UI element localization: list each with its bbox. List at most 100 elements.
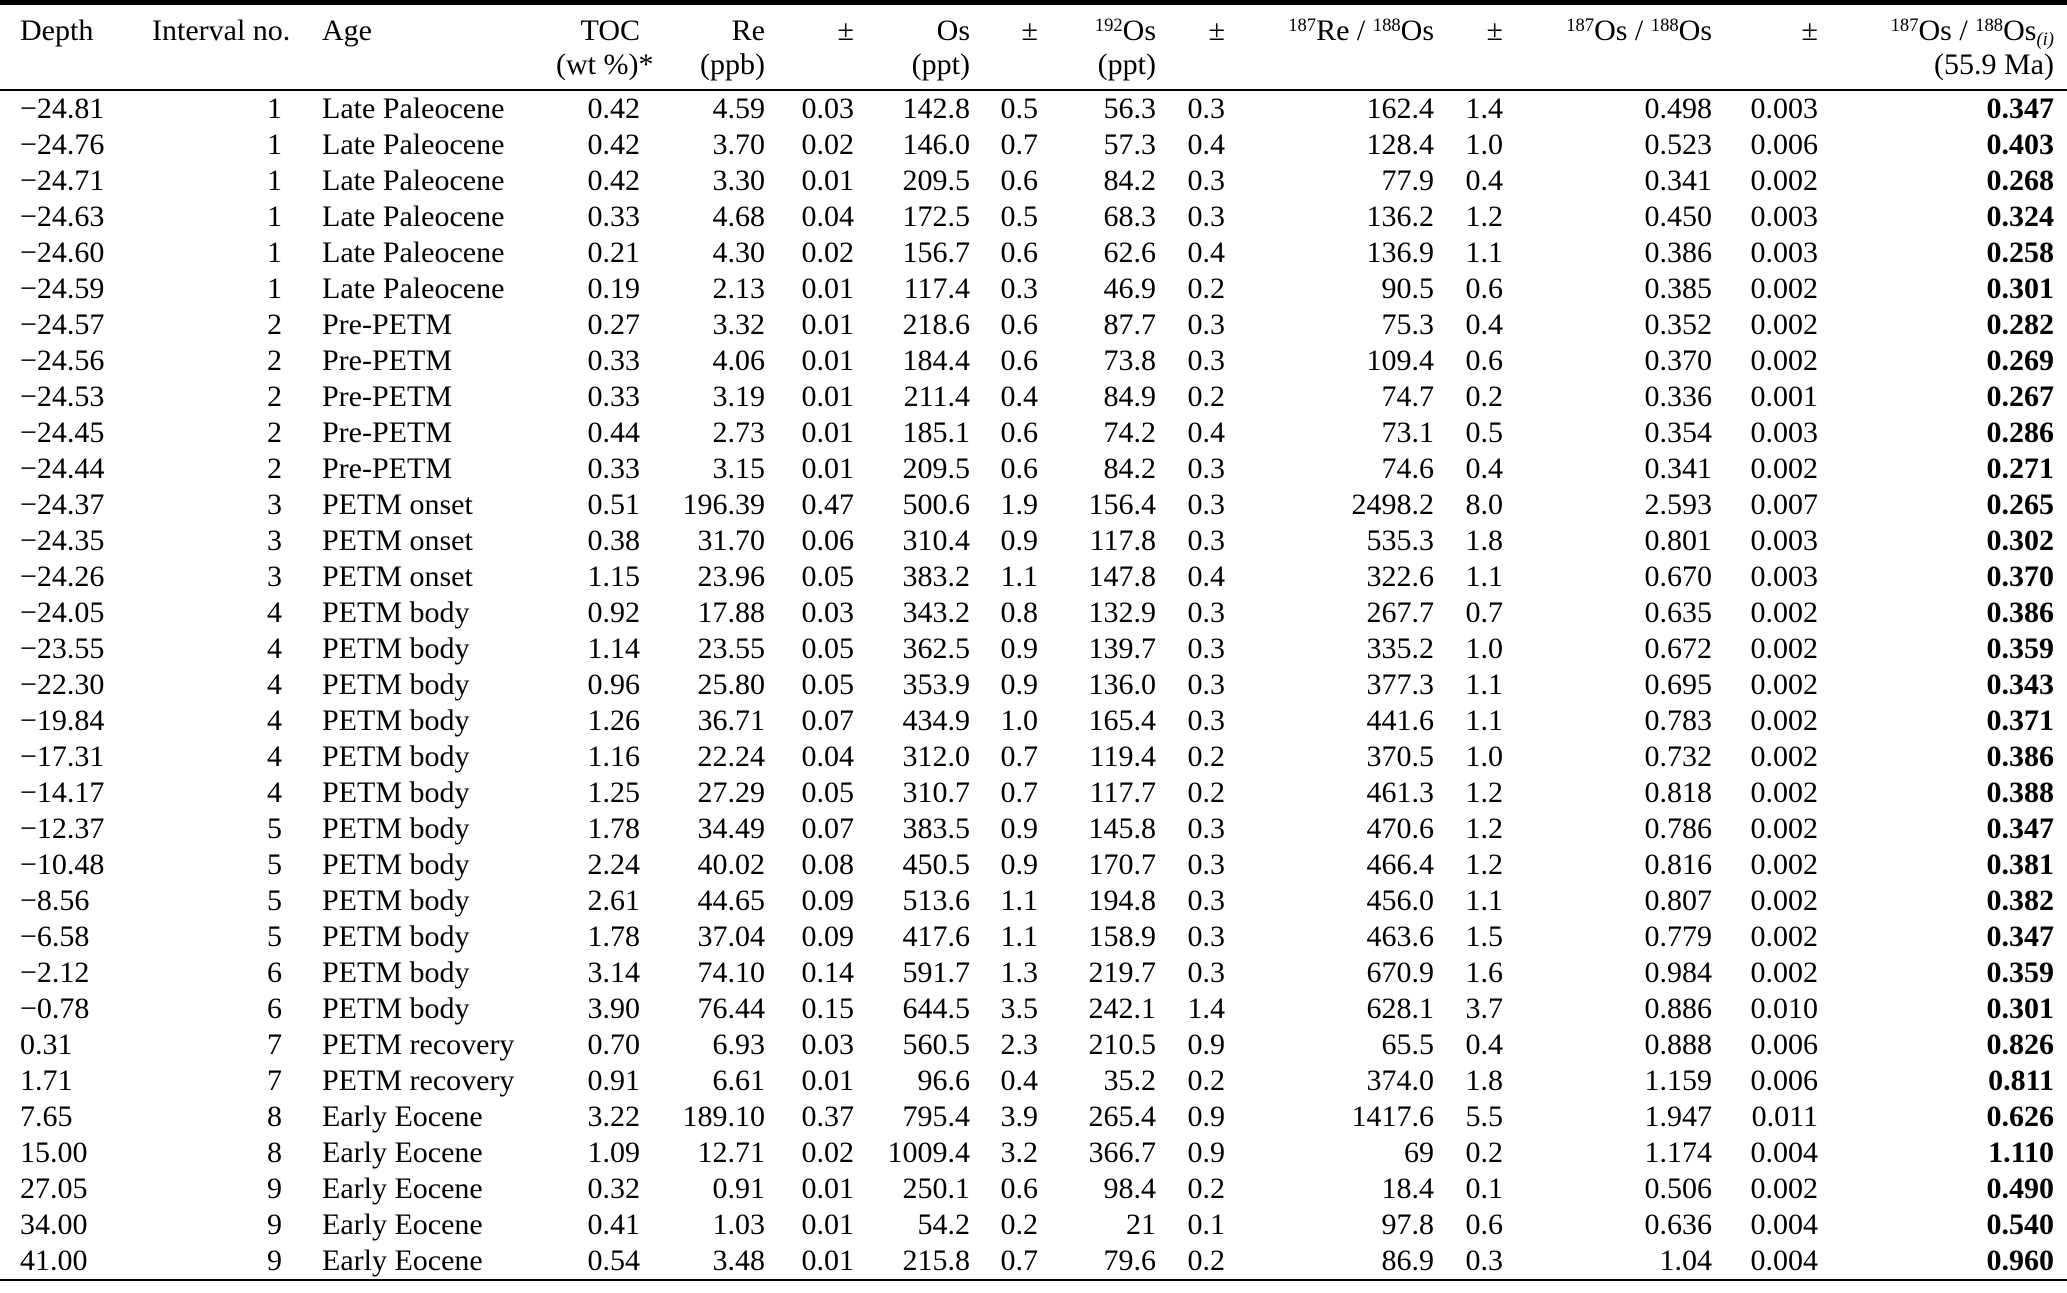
cell-os187-uncertainty: 0.003 xyxy=(1750,92,1819,125)
cell-re-ppb: 34.49 xyxy=(697,812,766,845)
cell-toc: 0.42 xyxy=(587,128,641,161)
cell-os192-uncertainty: 0.1 xyxy=(1187,1208,1226,1241)
cell-re187-os188: 670.9 xyxy=(1366,956,1435,989)
table-row: −8.56 5 PETM body 2.61 44.65 0.09 513.6 1.1 194.… xyxy=(0,883,2067,919)
cell-re-ppb: 2.13 xyxy=(712,272,766,305)
cell-os192-uncertainty: 0.3 xyxy=(1187,452,1226,485)
cell-age: PETM body xyxy=(322,848,470,881)
cell-re-uncertainty: 0.06 xyxy=(801,524,855,557)
cell-os187-os188: 0.341 xyxy=(1644,164,1713,197)
cell-os187-uncertainty: 0.003 xyxy=(1750,416,1819,449)
cell-os-ppt: 215.8 xyxy=(902,1244,971,1277)
cell-re-ppb: 22.24 xyxy=(697,740,766,773)
cell-interval-no: 3 xyxy=(267,524,282,557)
cell-os187-os188: 0.523 xyxy=(1644,128,1713,161)
cell-os192-ppt: 117.7 xyxy=(1089,776,1156,809)
cell-os187-os188: 0.801 xyxy=(1644,524,1713,557)
cell-os-ppt: 417.6 xyxy=(902,920,971,953)
cell-os187-os188-initial: 0.359 xyxy=(1986,632,2055,665)
table-row: 41.00 9 Early Eocene 0.54 3.48 0.01 215.8 0.7 79… xyxy=(0,1243,2067,1280)
table-row: −24.63 1 Late Paleocene 0.33 4.68 0.04 172.5 0.… xyxy=(0,199,2067,235)
cell-toc: 0.91 xyxy=(587,1064,641,1097)
cell-re187-uncertainty: 0.5 xyxy=(1465,416,1504,449)
cell-depth: −24.56 xyxy=(20,344,105,377)
cell-os192-ppt: 79.6 xyxy=(1103,1244,1157,1277)
cell-os-uncertainty: 1.3 xyxy=(1000,956,1039,989)
cell-toc: 0.32 xyxy=(587,1172,641,1205)
cell-os187-uncertainty: 0.002 xyxy=(1750,344,1819,377)
cell-os-uncertainty: 0.4 xyxy=(1000,1064,1039,1097)
table-body: −24.81 1 Late Paleocene 0.42 4.59 0.03 142.8 0.… xyxy=(0,90,2067,1280)
cell-toc: 3.14 xyxy=(587,956,641,989)
cell-depth: −24.35 xyxy=(20,524,105,557)
cell-interval-no: 1 xyxy=(267,128,282,161)
header-row-2: (wt %)* (ppb) (ppt) (ppt) (55.9 Ma) xyxy=(0,48,2067,90)
cell-os192-uncertainty: 1.4 xyxy=(1187,992,1226,1025)
cell-os187-os188-initial: 0.271 xyxy=(1986,452,2055,485)
cell-re-ppb: 3.15 xyxy=(712,452,766,485)
cell-age: Late Paleocene xyxy=(322,200,505,233)
cell-toc: 1.14 xyxy=(587,632,641,665)
cell-interval-no: 2 xyxy=(267,380,282,413)
cell-toc: 0.21 xyxy=(587,236,641,269)
cell-os192-uncertainty: 0.4 xyxy=(1187,128,1226,161)
cell-os-ppt: 156.7 xyxy=(902,236,971,269)
cell-os-uncertainty: 0.9 xyxy=(1000,668,1039,701)
cell-re-uncertainty: 0.03 xyxy=(801,1028,855,1061)
cell-os187-os188: 0.635 xyxy=(1644,596,1713,629)
col-header-os-ppt: Os xyxy=(936,14,970,47)
cell-os-ppt: 795.4 xyxy=(902,1100,971,1133)
cell-depth: 34.00 xyxy=(20,1208,88,1241)
cell-toc: 2.24 xyxy=(587,848,641,881)
cell-age: Late Paleocene xyxy=(322,236,505,269)
cell-interval-no: 6 xyxy=(267,956,282,989)
cell-toc: 0.27 xyxy=(587,308,641,341)
cell-os192-ppt: 139.7 xyxy=(1088,632,1157,665)
cell-os187-os188-initial: 0.267 xyxy=(1986,380,2055,413)
cell-os-ppt: 209.5 xyxy=(902,164,971,197)
cell-os-ppt: 450.5 xyxy=(902,848,971,881)
cell-toc: 1.26 xyxy=(587,704,641,737)
cell-os187-os188: 0.786 xyxy=(1644,812,1713,845)
cell-os192-uncertainty: 0.2 xyxy=(1187,1064,1226,1097)
cell-os187-os188-initial: 0.347 xyxy=(1986,920,2055,953)
cell-os192-ppt: 84.2 xyxy=(1103,452,1157,485)
cell-depth: −24.37 xyxy=(20,488,105,521)
cell-os192-uncertainty: 0.3 xyxy=(1187,812,1226,845)
cell-os187-uncertainty: 0.001 xyxy=(1750,380,1819,413)
cell-interval-no: 2 xyxy=(267,416,282,449)
cell-depth: −24.05 xyxy=(20,596,105,629)
cell-os187-uncertainty: 0.006 xyxy=(1750,128,1819,161)
cell-age: Late Paleocene xyxy=(322,128,505,161)
cell-re187-uncertainty: 0.4 xyxy=(1465,1028,1504,1061)
cell-age: Early Eocene xyxy=(322,1172,483,1205)
cell-os187-os188: 0.732 xyxy=(1644,740,1713,773)
cell-os-ppt: 1009.4 xyxy=(887,1136,971,1169)
cell-os192-uncertainty: 0.3 xyxy=(1187,308,1226,341)
cell-os192-uncertainty: 0.3 xyxy=(1187,200,1226,233)
cell-age: PETM body xyxy=(322,812,470,845)
cell-os192-uncertainty: 0.4 xyxy=(1187,560,1226,593)
table-row: −24.81 1 Late Paleocene 0.42 4.59 0.03 142.8 0.… xyxy=(0,90,2067,127)
cell-os192-uncertainty: 0.3 xyxy=(1187,884,1226,917)
cell-interval-no: 1 xyxy=(267,164,282,197)
cell-re-ppb: 4.68 xyxy=(712,200,766,233)
cell-os-ppt: 591.7 xyxy=(902,956,971,989)
cell-re187-uncertainty: 1.0 xyxy=(1465,128,1504,161)
cell-age: PETM body xyxy=(322,632,470,665)
cell-re187-uncertainty: 1.6 xyxy=(1465,956,1504,989)
cell-os187-uncertainty: 0.011 xyxy=(1751,1100,1818,1133)
cell-os192-uncertainty: 0.9 xyxy=(1187,1028,1226,1061)
cell-os187-uncertainty: 0.002 xyxy=(1750,740,1819,773)
cell-os187-os188: 0.816 xyxy=(1644,848,1713,881)
cell-os-ppt: 560.5 xyxy=(902,1028,971,1061)
cell-os-ppt: 218.6 xyxy=(902,308,971,341)
cell-depth: −24.45 xyxy=(20,416,105,449)
cell-toc: 0.42 xyxy=(587,164,641,197)
col-header-age-units xyxy=(294,48,556,90)
table-row: −24.57 2 Pre-PETM 0.27 3.32 0.01 218.6 0.6 87.7 0… xyxy=(0,307,2067,343)
table-row: −24.60 1 Late Paleocene 0.21 4.30 0.02 156.7 0.… xyxy=(0,235,2067,271)
cell-os192-ppt: 98.4 xyxy=(1103,1172,1157,1205)
cell-re187-uncertainty: 1.1 xyxy=(1465,560,1504,593)
cell-os192-ppt: 84.2 xyxy=(1103,164,1157,197)
